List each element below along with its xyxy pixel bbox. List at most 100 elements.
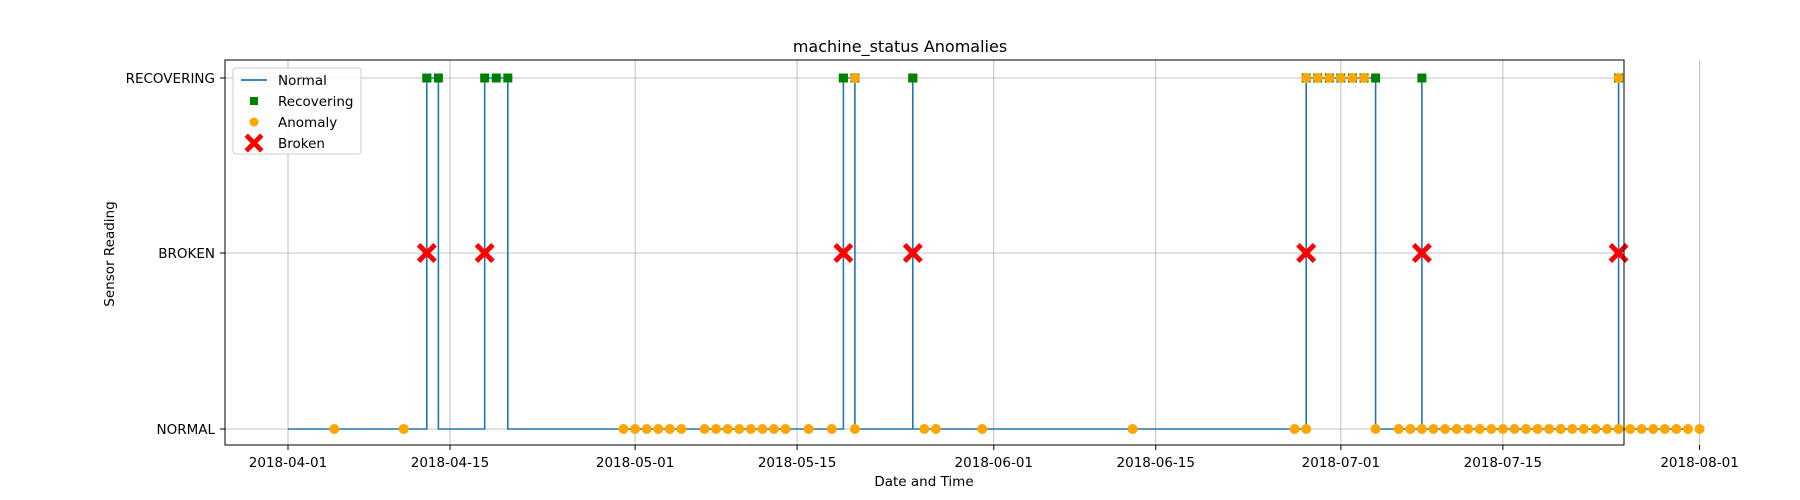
x-tick-label: 2018-05-15 [758, 455, 836, 471]
y-axis-title: Sensor Reading [102, 201, 118, 306]
recovering-marker [1371, 73, 1381, 83]
y-tick-label: BROKEN [158, 246, 215, 262]
recovering-marker [1417, 73, 1427, 83]
anomaly-marker [930, 424, 941, 434]
anomaly-marker [745, 424, 756, 434]
anomaly-marker [1127, 424, 1138, 434]
anomaly-marker [676, 424, 687, 434]
anomaly-marker [1451, 424, 1462, 434]
anomaly-marker [919, 424, 930, 434]
legend-label: Broken [278, 136, 325, 152]
anomaly-marker [1428, 424, 1439, 434]
anomaly-marker [1463, 424, 1474, 434]
anomaly-marker [780, 424, 791, 434]
axis-layer: 2018-04-01 2018-04-15 2018-05-01 2018-05-15… [126, 71, 1739, 471]
anomaly-marker [1532, 424, 1543, 434]
anomaly-marker [1301, 424, 1312, 434]
y-tick-label: NORMAL [156, 422, 215, 438]
anomaly-marker [1347, 73, 1358, 83]
anomaly-marker [1694, 424, 1705, 434]
anomaly-marker [849, 73, 860, 83]
anomaly-marker [1613, 424, 1624, 434]
legend-label: Normal [278, 73, 327, 89]
anomaly-marker [803, 424, 814, 434]
anomaly-marker [1578, 424, 1589, 434]
anomaly-marker [734, 424, 745, 434]
anomaly-marker [641, 424, 652, 434]
x-tick-label: 2018-04-15 [411, 455, 489, 471]
recovering-marker [503, 73, 513, 83]
recovering-marker [480, 73, 490, 83]
recovering-marker [491, 73, 501, 83]
anomaly-marker [1497, 424, 1508, 434]
anomaly-marker [1613, 73, 1624, 83]
anomaly-marker [768, 424, 779, 434]
anomaly-marker [1590, 424, 1601, 434]
broken-marker [474, 243, 495, 263]
recovering-marker [433, 73, 443, 83]
anomaly-marker [664, 424, 675, 434]
broken-marker [1296, 243, 1317, 263]
anomaly-marker [1636, 424, 1647, 434]
legend-swatch-recovering [250, 97, 258, 105]
anomaly-marker [1301, 73, 1312, 83]
legend-box [232, 67, 362, 155]
anomaly-marker [329, 424, 340, 434]
broken-marker [902, 243, 923, 263]
anomaly-marker [1625, 424, 1636, 434]
anomaly-marker [1393, 424, 1404, 434]
anomaly-marker [1486, 424, 1497, 434]
anomaly-marker [1567, 424, 1578, 434]
anomaly-marker [1509, 424, 1520, 434]
anomaly-marker [1312, 73, 1323, 83]
x-tick-label: 2018-06-15 [1117, 455, 1195, 471]
series-layer [288, 73, 1705, 434]
anomaly-marker [711, 424, 722, 434]
recovering-marker [422, 73, 432, 83]
anomaly-marker [1359, 73, 1370, 83]
anomaly-marker [1370, 424, 1381, 434]
anomaly-marker [618, 424, 629, 434]
legend-label: Anomaly [278, 115, 337, 131]
recovering-marker [838, 73, 848, 83]
anomaly-marker [757, 424, 768, 434]
x-tick-label: 2018-06-01 [955, 455, 1033, 471]
anomaly-marker [849, 424, 860, 434]
legend: Normal Recovering Anomaly Broken [232, 67, 362, 155]
anomaly-marker [1648, 424, 1659, 434]
anomaly-marker [699, 424, 710, 434]
series-normal-line [288, 77, 1688, 430]
legend-swatch-anomaly [249, 117, 259, 127]
broken-marker [1411, 243, 1432, 263]
broken-marker [833, 243, 854, 263]
anomaly-marker [630, 424, 641, 434]
anomaly-marker [1324, 73, 1335, 83]
anomaly-marker [1440, 424, 1451, 434]
anomaly-marker [1671, 424, 1682, 434]
chart-title: machine_status Anomalies [793, 37, 1007, 57]
anomaly-marker [1555, 424, 1566, 434]
y-tick-label: RECOVERING [126, 71, 215, 87]
x-tick-label: 2018-05-01 [596, 455, 674, 471]
anomaly-marker [1289, 424, 1300, 434]
recovering-marker [908, 73, 918, 83]
anomaly-marker [977, 424, 988, 434]
anomaly-marker [1544, 424, 1555, 434]
anomaly-marker [1335, 73, 1346, 83]
anomaly-marker [653, 424, 664, 434]
legend-swatch-broken [244, 133, 264, 153]
broken-marker [416, 243, 437, 263]
anomaly-marker [1416, 424, 1427, 434]
anomaly-marker [1474, 424, 1485, 434]
x-axis-title: Date and Time [874, 474, 973, 490]
anomaly-marker [1405, 424, 1416, 434]
x-tick-label: 2018-07-15 [1464, 455, 1542, 471]
anomaly-marker [826, 424, 837, 434]
anomaly-marker [1602, 424, 1613, 434]
x-tick-label: 2018-07-01 [1302, 455, 1380, 471]
legend-label: Recovering [278, 94, 353, 110]
anomaly-marker [1521, 424, 1532, 434]
anomaly-marker [722, 424, 733, 434]
x-tick-label: 2018-04-01 [249, 455, 327, 471]
